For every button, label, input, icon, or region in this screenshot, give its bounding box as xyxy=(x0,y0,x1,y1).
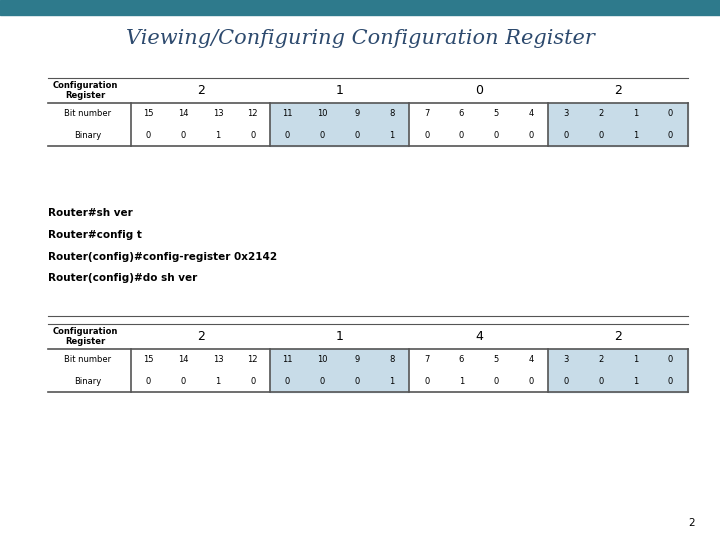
Text: 0: 0 xyxy=(250,131,256,140)
Text: 3: 3 xyxy=(563,110,569,118)
Text: 15: 15 xyxy=(143,355,153,364)
Text: 1: 1 xyxy=(336,84,343,97)
Text: 8: 8 xyxy=(390,110,395,118)
Text: Configuration
Register: Configuration Register xyxy=(53,81,118,100)
Text: 14: 14 xyxy=(178,110,189,118)
Text: 2: 2 xyxy=(614,84,622,97)
Text: 1: 1 xyxy=(215,377,220,386)
Bar xyxy=(409,349,549,392)
Text: 0: 0 xyxy=(320,131,325,140)
Text: 0: 0 xyxy=(285,377,290,386)
Text: 5: 5 xyxy=(494,355,499,364)
Text: 9: 9 xyxy=(354,355,360,364)
Text: 4: 4 xyxy=(528,110,534,118)
Text: 0: 0 xyxy=(667,355,672,364)
Text: 0: 0 xyxy=(667,110,672,118)
Text: Router#sh ver: Router#sh ver xyxy=(48,208,133,218)
Text: Router(config)#do sh ver: Router(config)#do sh ver xyxy=(48,273,197,283)
Text: 0: 0 xyxy=(320,377,325,386)
Text: Binary: Binary xyxy=(74,377,102,386)
Text: 10: 10 xyxy=(317,355,328,364)
Text: 0: 0 xyxy=(285,131,290,140)
Text: 2: 2 xyxy=(598,355,603,364)
Text: Viewing/Configuring Configuration Register: Viewing/Configuring Configuration Regist… xyxy=(125,29,595,49)
Text: 2: 2 xyxy=(197,84,204,97)
Text: 0: 0 xyxy=(528,131,534,140)
Text: 4: 4 xyxy=(475,330,483,343)
Text: 0: 0 xyxy=(354,131,360,140)
Text: 13: 13 xyxy=(212,355,223,364)
Text: 0: 0 xyxy=(528,377,534,386)
Text: 1: 1 xyxy=(336,330,343,343)
Text: 8: 8 xyxy=(390,355,395,364)
Text: 0: 0 xyxy=(459,131,464,140)
Text: Bit number: Bit number xyxy=(64,355,112,364)
Text: Router(config)#config-register 0x2142: Router(config)#config-register 0x2142 xyxy=(48,252,277,261)
Text: 0: 0 xyxy=(146,131,151,140)
Text: 15: 15 xyxy=(143,110,153,118)
Text: 9: 9 xyxy=(354,110,360,118)
Text: 5: 5 xyxy=(494,110,499,118)
Text: 0: 0 xyxy=(494,377,499,386)
Text: 2: 2 xyxy=(197,330,204,343)
Text: 7: 7 xyxy=(424,355,429,364)
Text: 1: 1 xyxy=(390,131,395,140)
Text: 2: 2 xyxy=(614,330,622,343)
Text: 0: 0 xyxy=(146,377,151,386)
Text: 14: 14 xyxy=(178,355,189,364)
Text: 2: 2 xyxy=(598,110,603,118)
Text: 3: 3 xyxy=(563,355,569,364)
Text: 10: 10 xyxy=(317,110,328,118)
Text: 0: 0 xyxy=(354,377,360,386)
Text: 7: 7 xyxy=(424,110,429,118)
Bar xyxy=(409,103,549,146)
Text: Binary: Binary xyxy=(74,131,102,140)
Text: 1: 1 xyxy=(633,377,638,386)
Text: 11: 11 xyxy=(282,110,293,118)
Text: 1: 1 xyxy=(633,355,638,364)
Bar xyxy=(131,103,270,146)
Text: 0: 0 xyxy=(424,131,429,140)
Text: 1: 1 xyxy=(633,110,638,118)
Text: 6: 6 xyxy=(459,110,464,118)
Text: 1: 1 xyxy=(459,377,464,386)
Text: 12: 12 xyxy=(248,110,258,118)
Text: 0: 0 xyxy=(181,131,186,140)
Text: 0: 0 xyxy=(494,131,499,140)
Text: 11: 11 xyxy=(282,355,293,364)
Text: 0: 0 xyxy=(667,131,672,140)
Text: 13: 13 xyxy=(212,110,223,118)
Text: Bit number: Bit number xyxy=(64,110,112,118)
Text: 0: 0 xyxy=(475,84,483,97)
Text: 12: 12 xyxy=(248,355,258,364)
Text: Configuration
Register: Configuration Register xyxy=(53,327,118,346)
Bar xyxy=(549,349,688,392)
Text: 0: 0 xyxy=(250,377,256,386)
Text: 0: 0 xyxy=(424,377,429,386)
Bar xyxy=(0,0,720,15)
Bar xyxy=(270,349,410,392)
Text: 0: 0 xyxy=(563,377,569,386)
Text: 1: 1 xyxy=(390,377,395,386)
Text: 0: 0 xyxy=(563,131,569,140)
Text: 4: 4 xyxy=(528,355,534,364)
Bar xyxy=(270,103,410,146)
Text: 1: 1 xyxy=(633,131,638,140)
Text: Router#config t: Router#config t xyxy=(48,230,142,240)
Text: 0: 0 xyxy=(598,377,603,386)
Text: 0: 0 xyxy=(667,377,672,386)
Text: 6: 6 xyxy=(459,355,464,364)
Text: 0: 0 xyxy=(181,377,186,386)
Text: 1: 1 xyxy=(215,131,220,140)
Bar xyxy=(131,349,270,392)
Bar xyxy=(549,103,688,146)
Text: 0: 0 xyxy=(598,131,603,140)
Text: 2: 2 xyxy=(688,518,695,528)
